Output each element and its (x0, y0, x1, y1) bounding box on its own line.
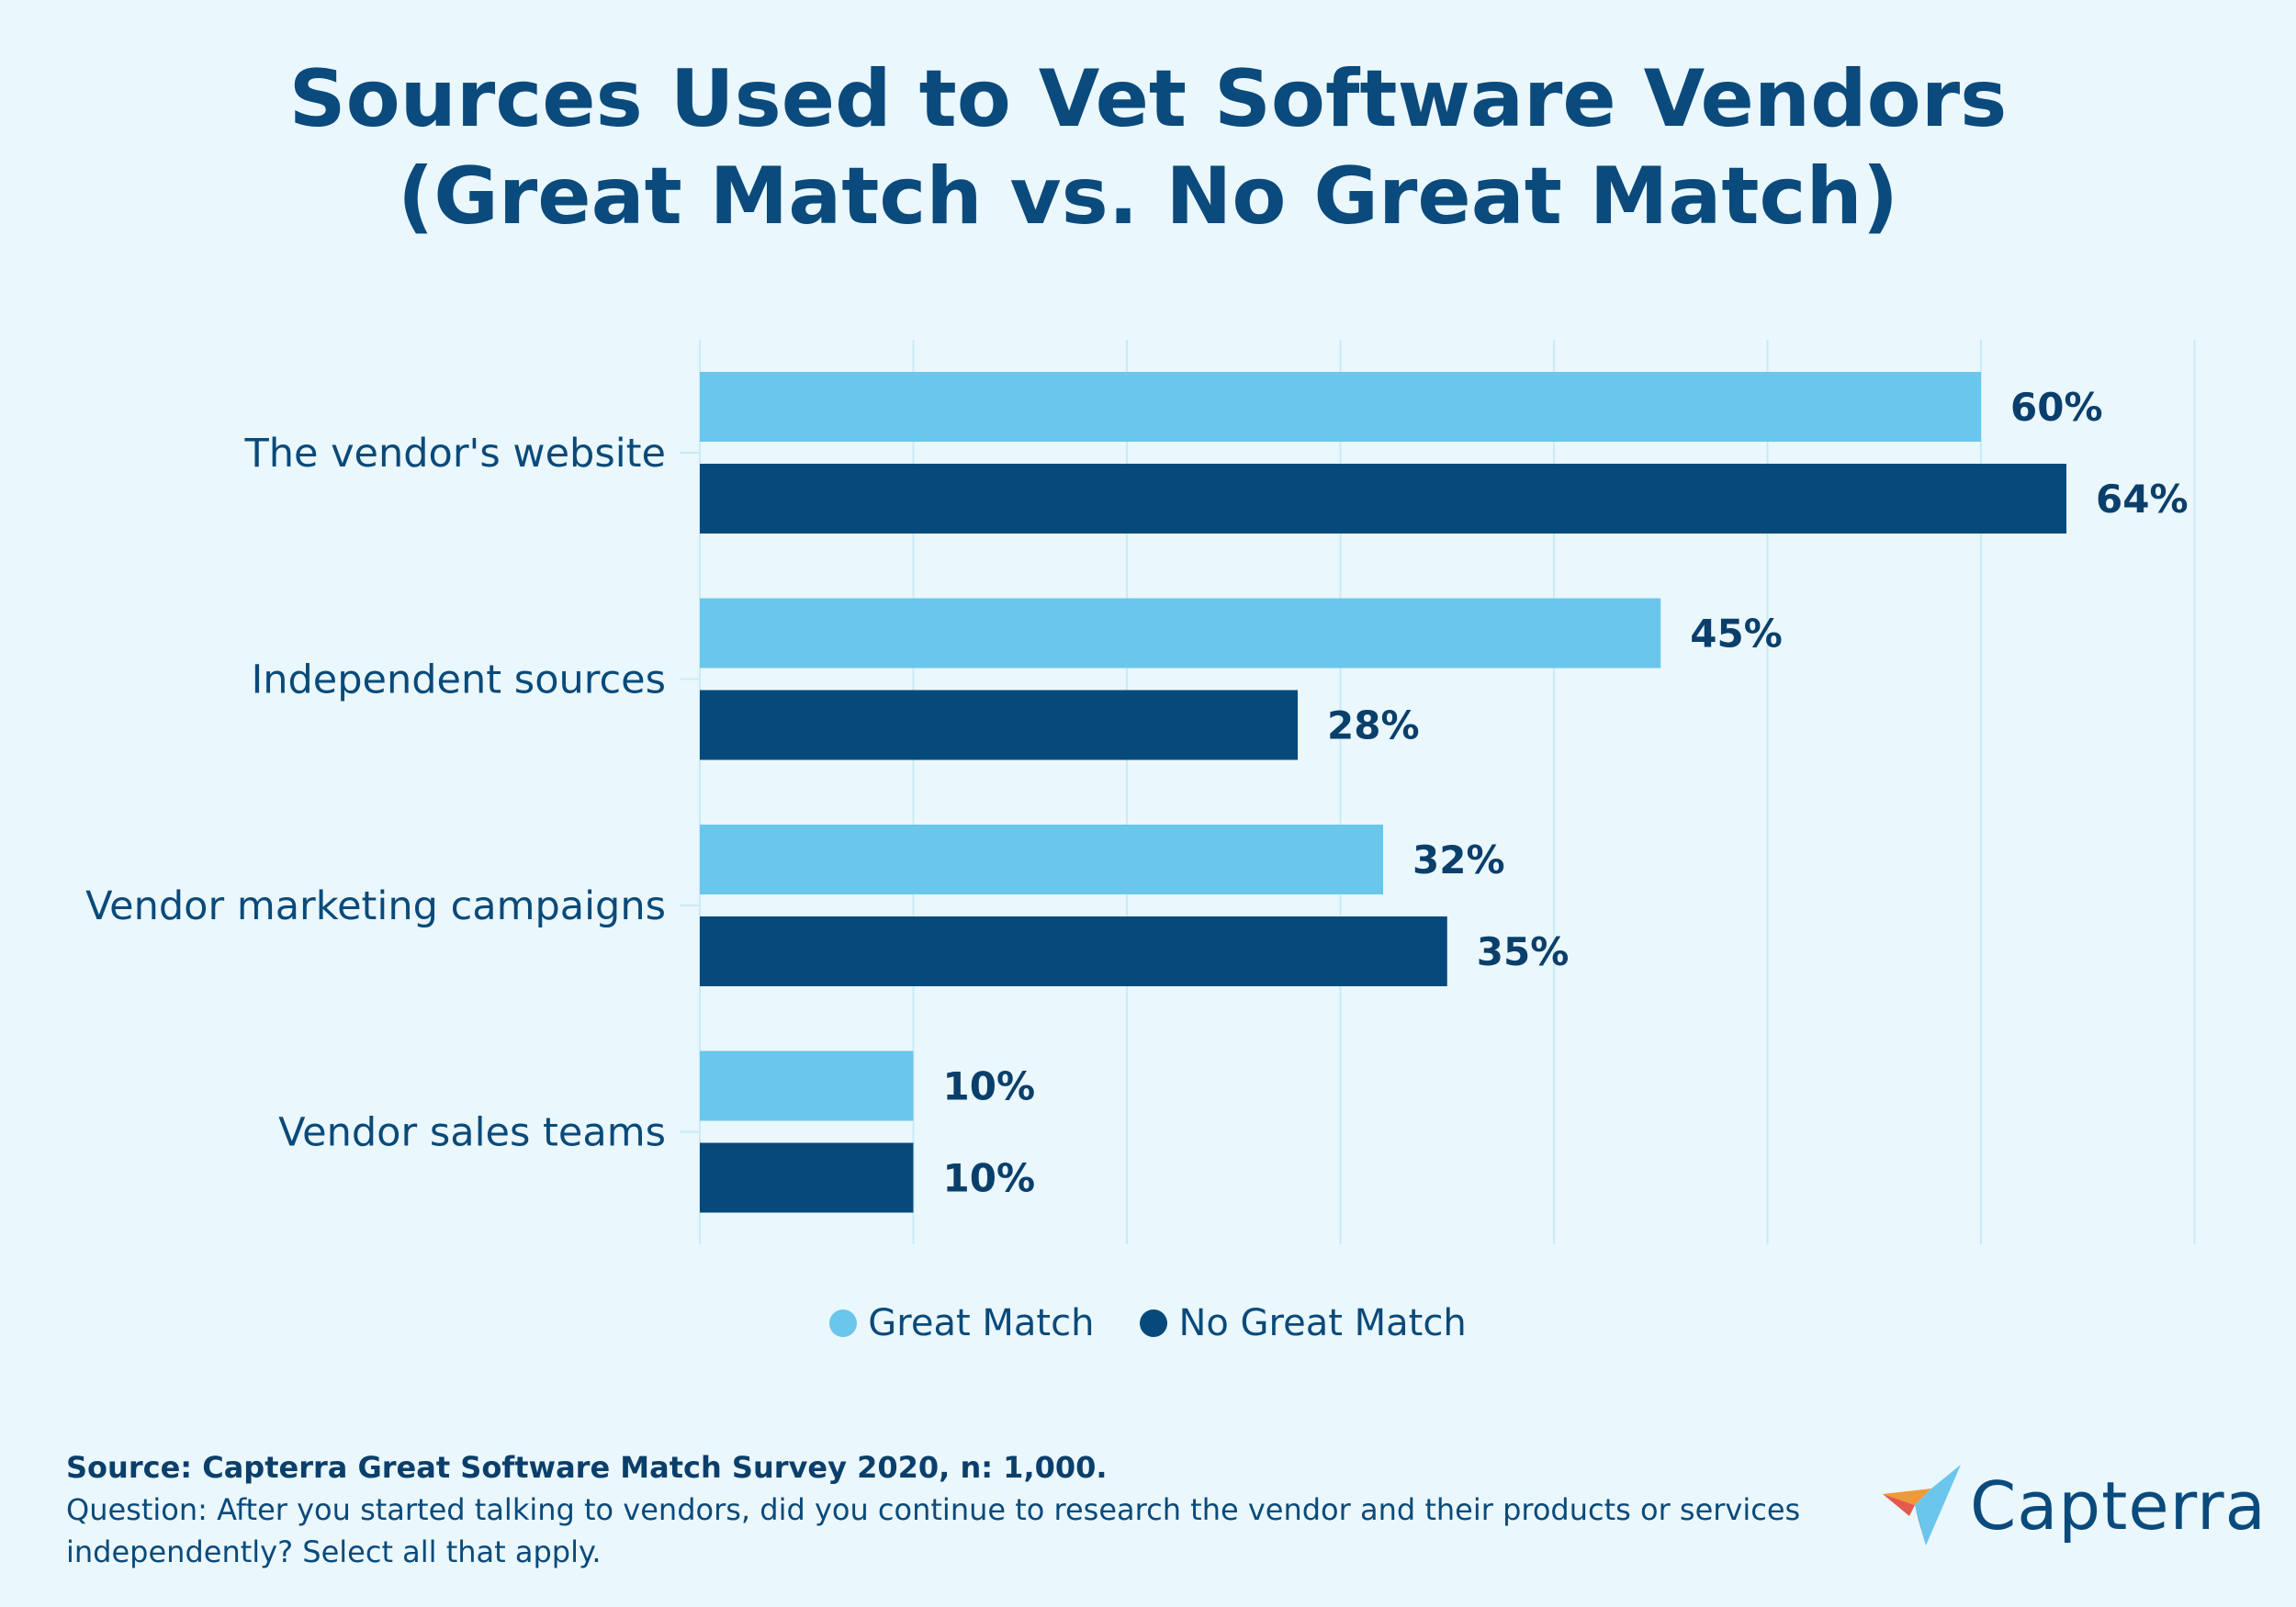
chart-title: Sources Used to Vet Software Vendors (Gr… (0, 51, 2296, 245)
legend-label-no-great-match: No Great Match (1178, 1302, 1467, 1344)
bars (700, 372, 2066, 1213)
chart-title-line-2: (Great Match vs. No Great Match) (397, 151, 1899, 242)
category-label: Vendor marketing campaigns (85, 883, 666, 929)
bar-no-great-match (700, 1142, 914, 1213)
legend-dot-great-match (829, 1309, 858, 1337)
data-label: 28% (1327, 703, 1420, 748)
bar-great-match (700, 598, 1661, 669)
data-label: 10% (943, 1156, 1036, 1201)
data-label: 45% (1690, 612, 1783, 657)
bar-great-match (700, 372, 1981, 442)
category-label: Vendor sales teams (278, 1110, 666, 1156)
legend: Great Match No Great Match (0, 1302, 2296, 1344)
legend-item-great-match: Great Match (829, 1302, 1094, 1344)
bar-great-match (700, 825, 1383, 894)
data-label: 10% (943, 1064, 1036, 1109)
source-note: Source: Capterra Great Software Match Su… (66, 1450, 1108, 1485)
legend-label-great-match: Great Match (868, 1302, 1095, 1344)
logo-text: Capterra (1970, 1467, 2267, 1545)
bar-no-great-match (700, 916, 1447, 986)
bar-no-great-match (700, 464, 2066, 534)
data-label: 64% (2096, 477, 2189, 522)
chart-title-line-1: Sources Used to Vet Software Vendors (288, 53, 2008, 145)
question-note: Question: After you started talking to v… (66, 1492, 1801, 1569)
capterra-logo-icon (1883, 1465, 1961, 1545)
category-labels: The vendor's website Independent sources V… (85, 431, 666, 1156)
bar-great-match (700, 1051, 914, 1121)
capterra-logo[interactable]: Capterra (1878, 1465, 2267, 1547)
legend-dot-no-great-match (1140, 1309, 1168, 1337)
category-label: Independent sources (252, 657, 666, 703)
legend-item-no-great-match: No Great Match (1140, 1302, 1467, 1344)
value-labels: 60% 64% 45% 28% 32% 35% 10% 10% (943, 385, 2189, 1201)
data-label: 32% (1412, 837, 1505, 882)
bar-no-great-match (700, 690, 1298, 760)
category-label: The vendor's website (243, 431, 666, 477)
footer: Source: Capterra Great Software Match Su… (66, 1446, 1811, 1573)
data-label: 60% (2010, 385, 2103, 430)
data-label: 35% (1477, 929, 1570, 974)
